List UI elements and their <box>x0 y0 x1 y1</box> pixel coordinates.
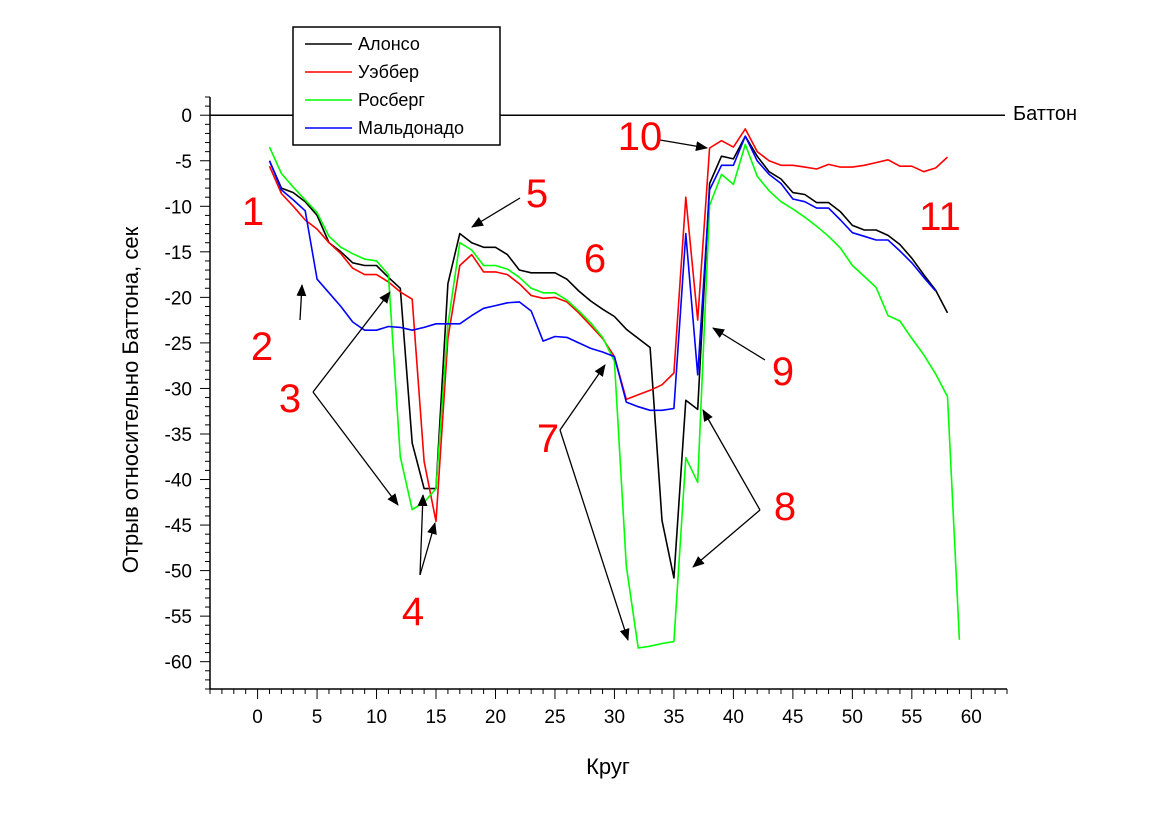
annotation-arrow <box>692 509 761 568</box>
y-tick-label: -30 <box>165 379 192 400</box>
annotation-label-11: 11 <box>919 195 961 239</box>
annotation-arrow <box>659 139 708 152</box>
y-tick-label: -35 <box>165 425 192 446</box>
legend-label: Росберг <box>358 90 425 110</box>
annotation-label-2: 2 <box>251 325 273 369</box>
annotation-label-3: 3 <box>279 377 301 421</box>
y-tick-label: -45 <box>165 516 192 537</box>
y-tick-label: -10 <box>165 197 192 218</box>
x-tick-label: 40 <box>723 707 744 728</box>
annotation-label-9: 9 <box>772 350 794 394</box>
series-line-4 <box>268 135 937 412</box>
legend: Алонсо Уэббер Росберг Мальдонадо <box>292 26 501 146</box>
y-tick-label: -50 <box>165 562 192 583</box>
annotation-arrow <box>296 284 307 321</box>
x-tick-label: 55 <box>901 707 922 728</box>
annotation-label-8: 8 <box>774 485 796 529</box>
y-tick-label: -60 <box>165 653 192 674</box>
annotation-arrow <box>559 364 606 431</box>
annotation-arrow <box>712 327 766 361</box>
x-tick-label: 45 <box>782 707 803 728</box>
series-line-3 <box>268 143 961 649</box>
annotation-arrow <box>312 291 391 393</box>
annotation-arrow <box>312 391 399 506</box>
y-tick-label: -55 <box>165 607 192 628</box>
annotation-labels: 1 23 4 56 7 8 9 10 11 <box>242 115 961 634</box>
reference-line-label: Баттон <box>1013 103 1077 125</box>
x-tick-label: 30 <box>604 707 625 728</box>
x-tick-label: 25 <box>544 707 565 728</box>
series-line-1 <box>268 135 949 579</box>
annotation-arrow <box>702 409 761 511</box>
x-axis-title: Круг <box>586 754 630 779</box>
x-tick-label: 35 <box>663 707 684 728</box>
annotation-label-4: 4 <box>402 590 424 634</box>
x-tick-label: 0 <box>252 707 263 728</box>
legend-label: Мальдонадо <box>358 118 464 138</box>
x-tick-label: 20 <box>485 707 506 728</box>
annotation-arrow <box>559 429 630 641</box>
y-tick-label: -25 <box>165 334 192 355</box>
y-tick-label: 0 <box>181 106 192 127</box>
annotation-label-5: 5 <box>526 172 548 216</box>
y-axis-title: Отрыв относительно Баттона, сек <box>118 226 143 573</box>
legend-label: Алонсо <box>358 34 420 54</box>
x-tick-label: 5 <box>312 707 323 728</box>
annotation-arrow <box>417 494 428 576</box>
y-tick-label: -5 <box>175 152 192 173</box>
annotation-arrows <box>296 139 766 641</box>
annotation-arrow <box>471 197 521 228</box>
annotation-label-1: 1 <box>242 190 264 234</box>
x-tick-label: 15 <box>425 707 446 728</box>
annotation-label-10: 10 <box>618 115 663 159</box>
series-line-2 <box>268 128 949 523</box>
legend-box <box>292 26 501 146</box>
annotation-label-6: 6 <box>584 237 606 281</box>
legend-label: Уэббер <box>358 62 419 82</box>
x-tick-label: 60 <box>961 707 982 728</box>
y-tick-label: -40 <box>165 471 192 492</box>
x-tick-label: 10 <box>366 707 387 728</box>
y-tick-label: -15 <box>165 243 192 264</box>
annotation-label-7: 7 <box>537 417 559 461</box>
series-layer <box>268 128 961 649</box>
annotation-arrow <box>419 522 437 576</box>
x-tick-label: 50 <box>842 707 863 728</box>
y-tick-label: -20 <box>165 288 192 309</box>
